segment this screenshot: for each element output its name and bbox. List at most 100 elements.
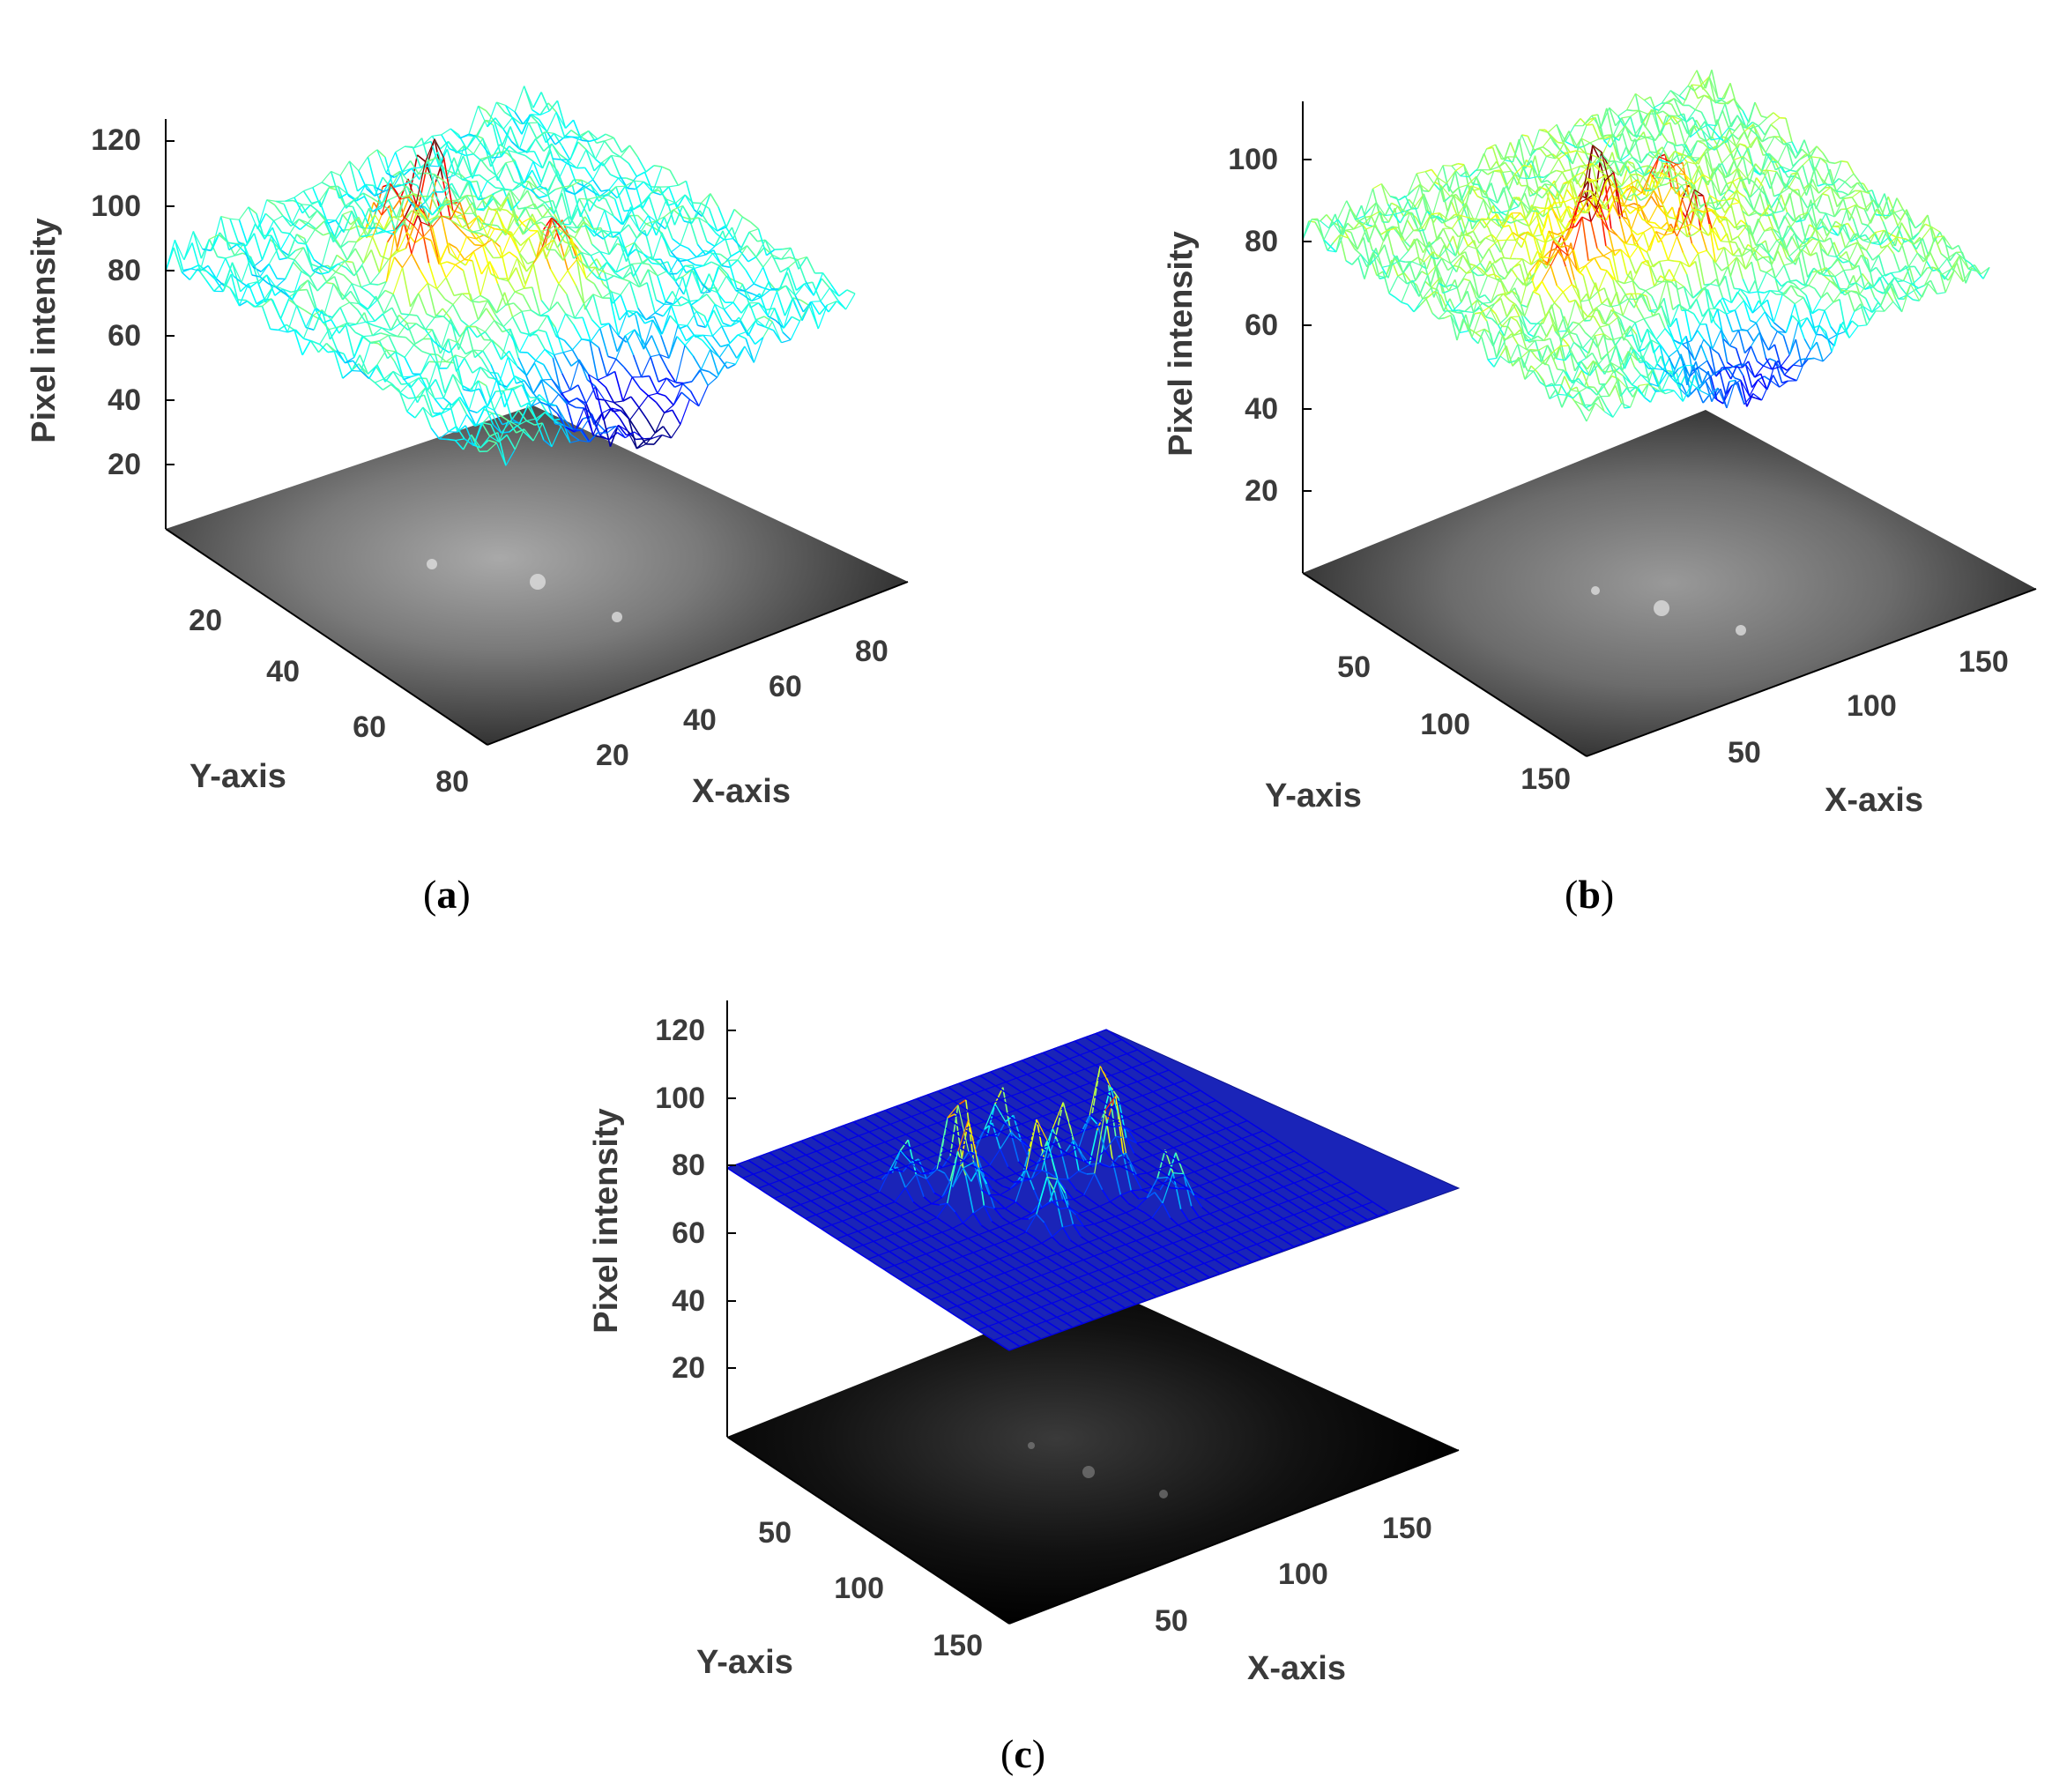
mesh-segment xyxy=(279,249,289,257)
mesh-segment xyxy=(794,294,805,313)
mesh-segment xyxy=(634,242,643,264)
mesh-segment xyxy=(531,309,541,316)
mesh-segment xyxy=(827,301,837,306)
mesh-segment xyxy=(419,374,428,390)
mesh-segment xyxy=(232,262,242,283)
mesh-segment xyxy=(771,254,782,260)
mesh-segment xyxy=(424,174,435,203)
mesh-segment xyxy=(374,382,383,390)
mesh-segment xyxy=(618,424,628,432)
mesh-segment xyxy=(703,316,714,337)
mesh-segment xyxy=(683,270,693,295)
mesh-segment xyxy=(668,184,679,188)
mesh-segment xyxy=(411,253,420,271)
mesh-segment xyxy=(598,250,609,264)
mesh-segment xyxy=(376,149,386,158)
mesh-segment xyxy=(745,270,755,285)
mesh-segment xyxy=(585,266,596,279)
mesh-segment xyxy=(381,204,390,216)
mesh-segment xyxy=(538,397,548,404)
mesh-segment xyxy=(1681,383,1689,398)
mesh-segment xyxy=(658,353,669,370)
mesh-segment xyxy=(238,283,249,307)
mesh-segment xyxy=(1842,260,1849,264)
mesh-segment xyxy=(804,283,814,296)
mesh-segment xyxy=(687,259,696,266)
mesh-segment xyxy=(1549,389,1557,399)
mesh-segment xyxy=(448,242,457,249)
mesh-segment xyxy=(716,292,726,303)
mesh-segment xyxy=(319,187,330,202)
mesh-segment xyxy=(349,301,360,305)
mesh-segment xyxy=(615,426,626,438)
mesh-segment xyxy=(694,334,703,341)
mesh-segment xyxy=(495,442,507,466)
mesh-segment xyxy=(1541,280,1550,294)
mesh-segment xyxy=(653,434,663,445)
mesh-segment xyxy=(278,323,287,331)
mesh-segment xyxy=(1828,161,1836,165)
mesh-segment xyxy=(652,166,663,193)
mesh-segment xyxy=(666,261,677,283)
mesh-segment xyxy=(399,170,410,183)
mesh-segment xyxy=(1547,123,1558,133)
mesh-segment xyxy=(418,282,428,294)
mesh-segment xyxy=(799,305,810,322)
mesh-segment xyxy=(189,268,199,280)
mesh-segment xyxy=(331,307,341,320)
mesh-segment xyxy=(1459,314,1467,333)
mesh-segment xyxy=(450,187,461,199)
mesh-segment xyxy=(392,184,402,189)
mesh-segment xyxy=(490,208,499,211)
mesh-segment xyxy=(402,210,413,222)
mesh-segment xyxy=(554,249,564,261)
mesh-segment xyxy=(757,228,768,256)
mesh-segment xyxy=(1403,272,1411,282)
mesh-segment xyxy=(468,215,479,230)
mesh-segment xyxy=(291,204,302,224)
mesh-segment xyxy=(521,114,532,135)
mesh-segment xyxy=(561,192,571,225)
mesh-segment xyxy=(423,394,434,418)
mesh-segment xyxy=(289,233,299,244)
mesh-segment xyxy=(1644,397,1651,403)
mesh-segment xyxy=(1659,115,1670,137)
mesh-segment xyxy=(569,135,580,160)
mesh-segment xyxy=(572,428,582,431)
mesh-segment xyxy=(499,346,509,358)
mesh-segment xyxy=(1760,115,1768,119)
mesh-segment xyxy=(427,215,437,222)
mesh-segment xyxy=(1357,257,1365,279)
mesh-segment xyxy=(401,313,410,316)
mesh-segment xyxy=(242,242,253,276)
mesh-segment xyxy=(437,152,447,179)
mesh-segment xyxy=(1388,293,1396,299)
mesh-segment xyxy=(683,220,693,224)
mesh-segment xyxy=(590,328,601,342)
mesh-segment xyxy=(565,313,576,319)
mesh-segment xyxy=(648,269,658,277)
mesh-segment xyxy=(405,337,415,346)
mesh-segment xyxy=(585,149,595,172)
mesh-segment xyxy=(714,230,724,247)
mesh-segment xyxy=(628,419,639,434)
mesh-segment xyxy=(1581,216,1589,262)
mesh-segment xyxy=(642,339,651,358)
mesh-segment xyxy=(553,158,561,160)
mesh-segment xyxy=(328,187,338,191)
mesh-segment xyxy=(382,176,392,189)
mesh-segment xyxy=(298,219,309,224)
mesh-segment xyxy=(338,192,348,199)
mesh-segment xyxy=(498,278,509,282)
mesh-segment xyxy=(1841,190,1849,196)
mesh-segment xyxy=(370,197,380,204)
mesh-segment xyxy=(199,239,211,271)
mesh-segment xyxy=(294,247,304,260)
mesh-segment xyxy=(1731,123,1742,135)
mesh-segment xyxy=(465,425,475,447)
mesh-segment xyxy=(609,298,620,336)
mesh-segment xyxy=(457,236,468,260)
mesh-segment xyxy=(680,215,690,220)
mesh-segment xyxy=(540,92,551,112)
mesh-segment xyxy=(492,156,502,159)
